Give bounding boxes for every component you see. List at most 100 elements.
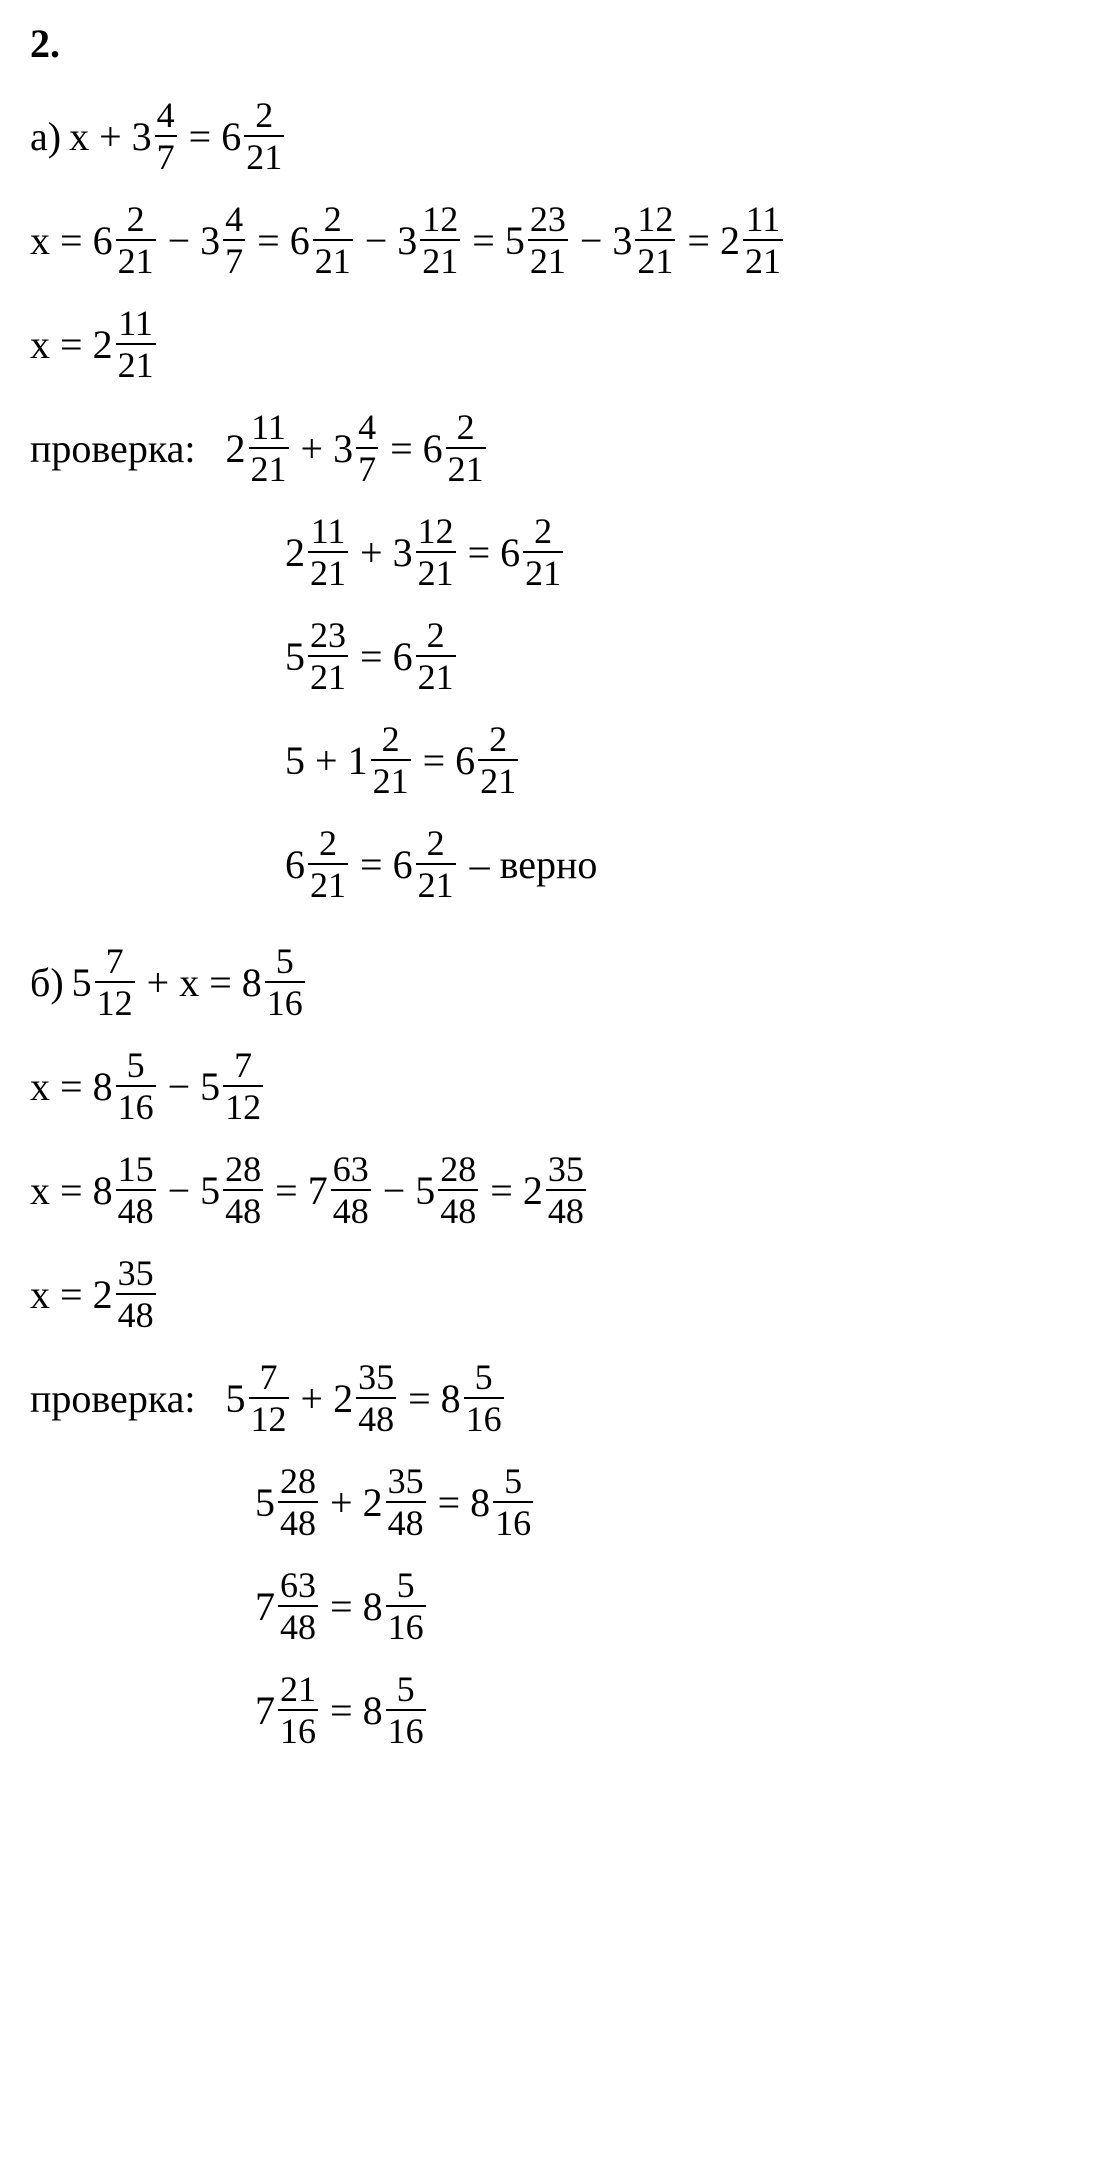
fraction-denominator: 21: [313, 239, 353, 279]
operator: −: [168, 217, 191, 264]
fraction-denominator: 48: [278, 1501, 318, 1541]
fraction-numerator: 11: [309, 513, 348, 551]
variable: x: [30, 321, 50, 368]
mixed-whole: 3: [397, 217, 417, 264]
fraction: 712: [223, 1047, 263, 1125]
mixed-number: 6221: [93, 201, 158, 279]
fraction-denominator: 7: [155, 135, 177, 175]
fraction: 2321: [308, 617, 348, 695]
mixed-whole: 8: [363, 1583, 383, 1630]
fraction-denominator: 16: [386, 1605, 426, 1645]
mixed-whole: 6: [290, 217, 310, 264]
mixed-whole: 6: [455, 737, 475, 784]
mixed-number: 76348: [255, 1567, 320, 1645]
equals: =: [189, 113, 212, 160]
fraction: 516: [464, 1359, 504, 1437]
equals: =: [472, 217, 495, 264]
operator: −: [383, 1167, 406, 1214]
fraction-numerator: 28: [278, 1463, 318, 1501]
fraction: 2321: [528, 201, 568, 279]
equals: =: [209, 959, 232, 1006]
fraction: 1221: [416, 513, 456, 591]
variable: x: [179, 959, 199, 1006]
fraction-denominator: 16: [278, 1709, 318, 1749]
fraction: 712: [95, 943, 135, 1021]
fraction: 1121: [249, 409, 289, 487]
mixed-whole: 5: [200, 1063, 220, 1110]
equals: =: [390, 425, 413, 472]
mixed-whole: 6: [500, 529, 520, 576]
fraction-denominator: 12: [223, 1085, 263, 1125]
fraction: 221: [416, 825, 456, 903]
trailing-text: – верно: [470, 841, 598, 888]
mixed-number: 6221: [221, 97, 286, 175]
equals: =: [687, 217, 710, 264]
mixed-whole: 8: [441, 1375, 461, 1422]
mixed-number: 31221: [612, 201, 677, 279]
equation-line: x=21121: [30, 305, 1064, 383]
equals: =: [330, 1687, 353, 1734]
mixed-whole: 2: [523, 1167, 543, 1214]
operator: −: [365, 217, 388, 264]
equals: =: [60, 1063, 83, 1110]
operator: +: [301, 1375, 324, 1422]
fraction-numerator: 5: [502, 1463, 524, 1501]
fraction-numerator: 2: [380, 721, 402, 759]
check-label: проверка:: [30, 1375, 196, 1422]
fraction-denominator: 16: [464, 1397, 504, 1437]
fraction: 2116: [278, 1671, 318, 1749]
fraction: 221: [478, 721, 518, 799]
fraction-numerator: 5: [473, 1359, 495, 1397]
part-label: а): [30, 113, 61, 160]
equals: =: [490, 1167, 513, 1214]
fraction-numerator: 23: [528, 201, 568, 239]
equation-line: 6221=6221– верно: [30, 825, 1064, 903]
mixed-whole: 2: [333, 1375, 353, 1422]
mixed-number: 1221: [348, 721, 413, 799]
operator: +: [147, 959, 170, 1006]
fraction-denominator: 48: [116, 1189, 156, 1229]
mixed-number: 31221: [393, 513, 458, 591]
fraction: 47: [155, 97, 177, 175]
mixed-whole: 3: [393, 529, 413, 576]
mixed-number: 347: [200, 201, 247, 279]
operator: −: [580, 217, 603, 264]
fraction-denominator: 21: [523, 551, 563, 591]
mixed-number: 8516: [363, 1567, 428, 1645]
fraction-denominator: 21: [308, 551, 348, 591]
equation-line: 52848+23548=8516: [30, 1463, 1064, 1541]
mixed-number: 72116: [255, 1671, 320, 1749]
variable: x: [30, 1063, 50, 1110]
mixed-whole: 1: [348, 737, 368, 784]
fraction-denominator: 21: [528, 239, 568, 279]
fraction: 2848: [438, 1151, 478, 1229]
fraction-denominator: 21: [446, 447, 486, 487]
fraction-numerator: 11: [744, 201, 783, 239]
mixed-whole: 2: [226, 425, 246, 472]
fraction-numerator: 7: [258, 1359, 280, 1397]
mixed-number: 23548: [363, 1463, 428, 1541]
mixed-whole: 5: [505, 217, 525, 264]
mixed-whole: 5: [415, 1167, 435, 1214]
fraction-denominator: 48: [438, 1189, 478, 1229]
fraction-denominator: 21: [743, 239, 783, 279]
mixed-number: 31221: [397, 201, 462, 279]
fraction-denominator: 48: [223, 1189, 263, 1229]
fraction: 1221: [420, 201, 460, 279]
fraction: 1221: [635, 201, 675, 279]
fraction: 3548: [386, 1463, 426, 1541]
fraction-numerator: 12: [416, 513, 456, 551]
mixed-number: 5712: [72, 943, 137, 1021]
fraction-numerator: 35: [546, 1151, 586, 1189]
fraction-numerator: 15: [116, 1151, 156, 1189]
fraction-numerator: 2: [253, 97, 275, 135]
equals: =: [438, 1479, 461, 1526]
mixed-number: 6221: [285, 825, 350, 903]
operator: −: [168, 1063, 191, 1110]
fraction-numerator: 4: [223, 201, 245, 239]
fraction-numerator: 2: [455, 409, 477, 447]
fraction-denominator: 21: [116, 343, 156, 383]
fraction-numerator: 2: [532, 513, 554, 551]
fraction-denominator: 16: [386, 1709, 426, 1749]
mixed-whole: 5: [226, 1375, 246, 1422]
